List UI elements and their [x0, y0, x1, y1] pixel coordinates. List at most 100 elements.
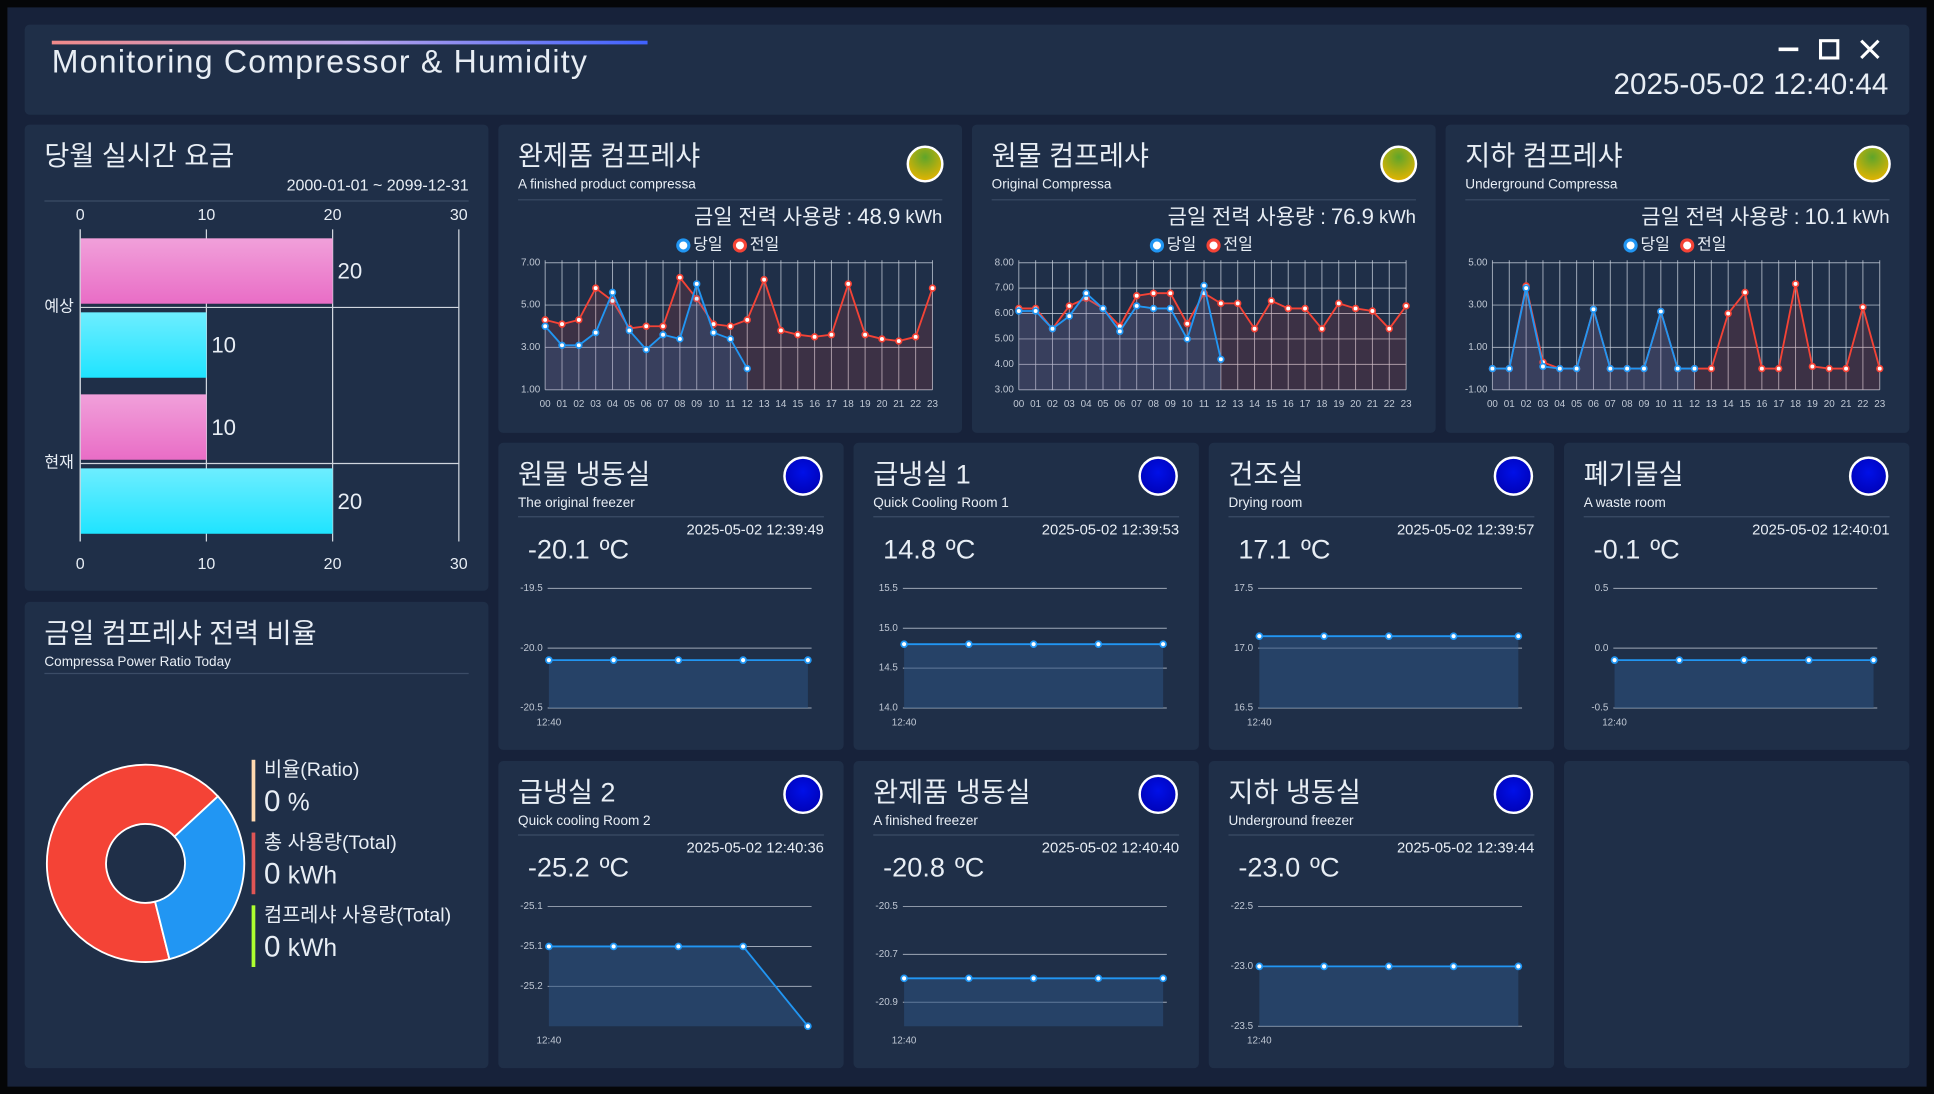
panel-canvas: Monitoring Compressor & Humidity 2025-05-… [51, 39, 1889, 101]
bar-sheen [80, 394, 207, 460]
legend-label: 당일 [1167, 236, 1196, 254]
x-tick-label: 09 [691, 399, 702, 410]
data-point [1368, 307, 1377, 315]
x-tick-label: 08 [674, 399, 685, 410]
x-tick-label: 22 [1857, 399, 1868, 410]
data-point [1385, 325, 1393, 333]
data-point [676, 335, 684, 343]
y-tick-label: -20.5 [875, 901, 898, 912]
x-tick-label: 05 [1098, 399, 1109, 410]
data-point [1183, 319, 1191, 328]
datetime: 2025-05-02 12:40:44 [1614, 68, 1889, 101]
data-point [1690, 364, 1699, 373]
timestamp: 2025-05-02 12:40:40 [1042, 840, 1179, 856]
y-tick-label: -19.5 [520, 583, 543, 594]
status-indicator [783, 774, 823, 815]
panel-canvas: 지하 컴프레샤 Underground Compressa kWh 10.1금일 전력… [1465, 140, 1891, 410]
data-point [1657, 307, 1665, 316]
data-point [1675, 656, 1684, 664]
y-tick-label: 1.00 [1468, 342, 1488, 353]
panel-subtitle: Drying room [1228, 495, 1302, 510]
data-point [965, 974, 973, 983]
panel-subtitle: The original freezer [518, 495, 635, 510]
data-point [1116, 327, 1124, 336]
x-tick-label: 22 [1384, 399, 1395, 410]
data-point [1065, 302, 1074, 310]
data-point [1804, 656, 1813, 664]
data-point [625, 326, 634, 335]
data-point [1082, 289, 1090, 297]
data-point [1740, 656, 1748, 664]
x-tick-label: 19 [1333, 399, 1344, 410]
data-point [1183, 335, 1191, 343]
maximize-button[interactable] [1818, 39, 1840, 60]
legend-marker [1623, 238, 1638, 253]
data-point [1402, 302, 1410, 310]
y-tick-label: 14.5 [879, 663, 899, 674]
data-point [1707, 364, 1716, 373]
y-tick-label: 1.00 [521, 384, 541, 395]
x-tick-label: 03 [1064, 399, 1075, 410]
data-point [1159, 640, 1167, 648]
y-tick-label: 7.00 [995, 283, 1015, 294]
panel-canvas: 금일 컴프레샤 전력 비율 Compressa Power Ratio Today… [44, 617, 469, 968]
x-tick-label: 12:40 [1247, 717, 1272, 728]
title-underline [51, 40, 648, 45]
x-tick-label: 12:40 [1247, 1036, 1272, 1047]
usage-value: 10.1 [1804, 204, 1847, 229]
x-tick-label: 18 [843, 399, 854, 410]
x-tick-label: 01 [1030, 399, 1041, 410]
period: 2000-01-01 ~ 2099-12-31 [287, 176, 469, 194]
series-area [545, 283, 748, 390]
status-indicator [1380, 145, 1418, 183]
timestamp: 2025-05-02 12:39:57 [1397, 522, 1534, 538]
data-point [541, 322, 549, 330]
temperature-unit: ºC [1650, 534, 1680, 565]
legend-label: 총 사용량(Total) [264, 832, 397, 854]
data-point [928, 284, 937, 292]
data-point [1217, 355, 1225, 363]
y-tick-label: -20.9 [875, 997, 898, 1008]
room-panel: 급냉실 1 Quick Cooling Room 1 2025-05-02 12:3… [853, 442, 1199, 750]
compressor-panel: 지하 컴프레샤 Underground Compressa kWh 10.1 금일 전력… [1445, 124, 1910, 433]
data-point [642, 322, 650, 330]
legend-marker [1149, 238, 1165, 253]
x-tick-label: 13 [1706, 399, 1717, 410]
data-point [659, 331, 667, 339]
series-area [1259, 636, 1519, 708]
data-point [1514, 962, 1523, 971]
status-indicator [1493, 456, 1534, 496]
data-point [1825, 364, 1833, 373]
data-point [545, 942, 553, 951]
data-point [1505, 364, 1513, 373]
x-tick-label: 10 [197, 555, 215, 573]
series-area [1492, 283, 1880, 390]
bar-sheen [80, 312, 207, 378]
panel-canvas [1564, 761, 1909, 1068]
status-indicator [1138, 774, 1178, 815]
close-button[interactable] [1860, 39, 1880, 60]
data-point [1132, 292, 1141, 300]
compressor-panel: 원물 컴프레샤 Original Compressa kWh 76.9 금일 전력 사용… [971, 124, 1436, 433]
x-tick-label: 12:40 [892, 717, 917, 728]
temperature-unit: ºC [955, 852, 985, 883]
legend-marker [1680, 238, 1695, 253]
room-panel: 급냉실 2 Quick cooling Room 2 2025-05-02 12:4… [498, 761, 844, 1069]
legend-label: 전일 [750, 236, 779, 254]
data-point [726, 335, 735, 343]
data-point [1015, 307, 1023, 315]
app-title: Monitoring Compressor & Humidity [52, 44, 588, 80]
data-point [1166, 304, 1175, 313]
temperature: -25.2 [528, 852, 590, 883]
x-tick-label: 23 [1874, 399, 1885, 410]
data-point [1522, 284, 1530, 292]
room-panel: 완제품 냉동실 A finished freezer 2025-05-02 12:4… [853, 761, 1199, 1069]
data-point [1673, 364, 1682, 373]
x-tick-label: 21 [1367, 399, 1378, 410]
data-point [1094, 640, 1103, 648]
usage-value: 76.9 [1331, 204, 1374, 229]
temperature-unit: ºC [600, 534, 630, 565]
series-line [1492, 283, 1881, 370]
legend-bar [251, 905, 256, 968]
legend-marker [732, 238, 748, 253]
